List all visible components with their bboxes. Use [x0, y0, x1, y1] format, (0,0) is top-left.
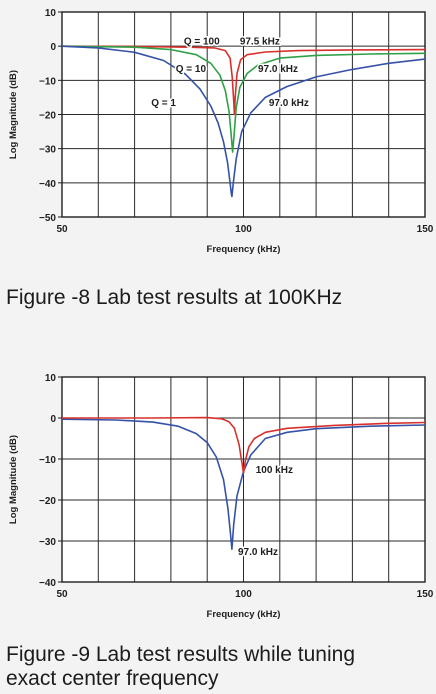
caption-figure-8: Figure -8 Lab test results at 100KHz: [6, 286, 343, 309]
series-line-1: [61, 45, 426, 116]
series-line-2: [61, 45, 426, 153]
series-line-3: [61, 45, 426, 198]
annotation-label: Q = 100: [184, 37, 220, 48]
annotation-label: 100 kHz: [256, 465, 293, 476]
x-tick-label: 100: [235, 224, 252, 235]
y-tick-label: 10: [45, 373, 57, 384]
x-tick-label: 150: [417, 589, 434, 600]
series-line-1: [61, 418, 426, 550]
y-tick-label: 0: [50, 42, 56, 53]
y-tick-label: −30: [39, 145, 56, 156]
annotation-label: 97.0 kHz: [238, 547, 278, 558]
y-tick-label: −20: [39, 496, 56, 507]
y-tick-label: −10: [39, 455, 56, 466]
y-axis-title: Log Magnitude (dB): [8, 70, 19, 159]
annotation-label: 97.0 kHz: [258, 64, 298, 75]
x-axis-title: Frequency (kHz): [207, 244, 281, 255]
y-tick-label: 10: [45, 8, 57, 19]
y-tick-label: −40: [39, 578, 56, 589]
y-tick-label: 0: [50, 414, 56, 425]
plot-frame: [61, 376, 426, 583]
y-tick-label: −10: [39, 76, 56, 87]
series-line-2: [62, 416, 426, 475]
x-tick-label: 50: [56, 224, 68, 235]
y-tick-label: −20: [39, 111, 56, 122]
annotation-label: Q = 1: [151, 98, 176, 109]
y-tick-label: −50: [39, 213, 56, 224]
x-tick-label: 50: [56, 589, 68, 600]
x-axis-title: Frequency (kHz): [207, 609, 281, 620]
annotation-label: Q = 10: [176, 64, 207, 75]
x-tick-label: 150: [417, 224, 434, 235]
y-axis-title: Log Magnitude (dB): [8, 435, 19, 524]
caption-figure-9: Figure -9 Lab test results while tuning …: [6, 643, 356, 690]
figure-9: 10 0 −10 −20 −30 −40 50 100 150 Frequency (kHz) Lo…: [0, 360, 436, 630]
x-tick-label: 100: [235, 589, 252, 600]
y-tick-label: −40: [39, 179, 56, 190]
annotation-label: 97.0 kHz: [269, 98, 309, 109]
annotation-label: 97.5 kHz: [240, 37, 280, 48]
figure-8: 10 0 −10 −20 −30 −40 −50 50 100 150 Frequency (kHz…: [0, 0, 436, 270]
y-tick-label: −30: [39, 537, 56, 548]
